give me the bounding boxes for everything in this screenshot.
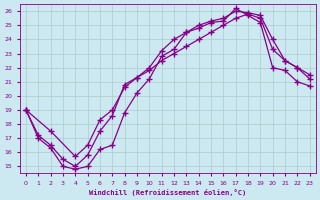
X-axis label: Windchill (Refroidissement éolien,°C): Windchill (Refroidissement éolien,°C) bbox=[89, 189, 246, 196]
